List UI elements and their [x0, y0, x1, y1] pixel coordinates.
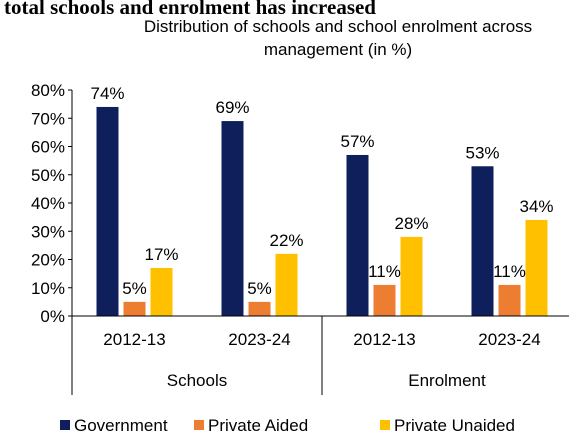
legend-swatch: [60, 420, 70, 430]
y-tick-label: 30%: [31, 222, 65, 241]
data-label: 17%: [144, 245, 178, 264]
data-label: 34%: [519, 197, 553, 216]
y-tick-label: 40%: [31, 194, 65, 213]
y-axis: 0% 10% 20% 30% 40% 50% 60% 70% 80%: [31, 81, 73, 326]
data-label: 57%: [340, 132, 374, 151]
x-group-label: Enrolment: [408, 371, 486, 390]
bar-government: [96, 106, 119, 316]
bar-government: [221, 121, 244, 316]
bar-private-aided: [248, 301, 271, 316]
chart-title-line-2: management (in %): [264, 40, 412, 59]
data-label: 5%: [247, 279, 272, 298]
cut-off-heading: total schools and enrolment has increase…: [4, 0, 376, 19]
chart-title-line-1: Distribution of schools and school enrol…: [144, 17, 532, 36]
data-labels: 74% 69% 57% 53% 5% 5% 11% 11% 17% 22% 28% 34%: [90, 84, 553, 298]
y-tick-label: 20%: [31, 251, 65, 270]
data-label: 11%: [493, 262, 526, 281]
bar-private-aided: [123, 301, 146, 316]
y-tick-label: 70%: [31, 109, 65, 128]
bar-private-aided: [498, 284, 521, 316]
x-category-label: 2023-24: [228, 330, 290, 349]
y-tick-label: 0%: [40, 307, 65, 326]
legend-swatch: [194, 420, 204, 430]
legend-label: Government: [74, 416, 168, 435]
data-label: 11%: [368, 262, 401, 281]
data-label: 28%: [394, 214, 428, 233]
data-label: 69%: [215, 98, 249, 117]
data-label: 22%: [269, 231, 303, 250]
x-category-label: 2012-13: [103, 330, 165, 349]
y-tick-label: 10%: [31, 279, 65, 298]
y-tick-label: 60%: [31, 138, 65, 157]
x-axis: 2012-13 2023-24 2012-13 2023-24 Schools Enrol…: [71, 315, 569, 395]
bar-private-aided: [373, 284, 396, 316]
x-group-label: Schools: [167, 371, 227, 390]
x-category-label: 2012-13: [353, 330, 415, 349]
data-label: 53%: [465, 143, 499, 162]
legend-label: Private Unaided: [394, 416, 515, 435]
data-label: 5%: [122, 279, 147, 298]
bar-government: [471, 166, 494, 316]
y-tick-label: 50%: [31, 166, 65, 185]
bars: [96, 106, 548, 316]
x-category-label: 2023-24: [478, 330, 540, 349]
bar-government: [346, 154, 369, 316]
legend: Government Private Aided Private Unaided: [60, 416, 515, 435]
legend-label: Private Aided: [208, 416, 308, 435]
y-tick-label: 80%: [31, 81, 65, 100]
bar-private-unaided: [400, 236, 423, 316]
bar-private-unaided: [275, 253, 298, 316]
bar-private-unaided: [150, 267, 173, 316]
data-label: 74%: [90, 84, 124, 103]
bar-private-unaided: [525, 219, 548, 316]
legend-swatch: [380, 420, 390, 430]
